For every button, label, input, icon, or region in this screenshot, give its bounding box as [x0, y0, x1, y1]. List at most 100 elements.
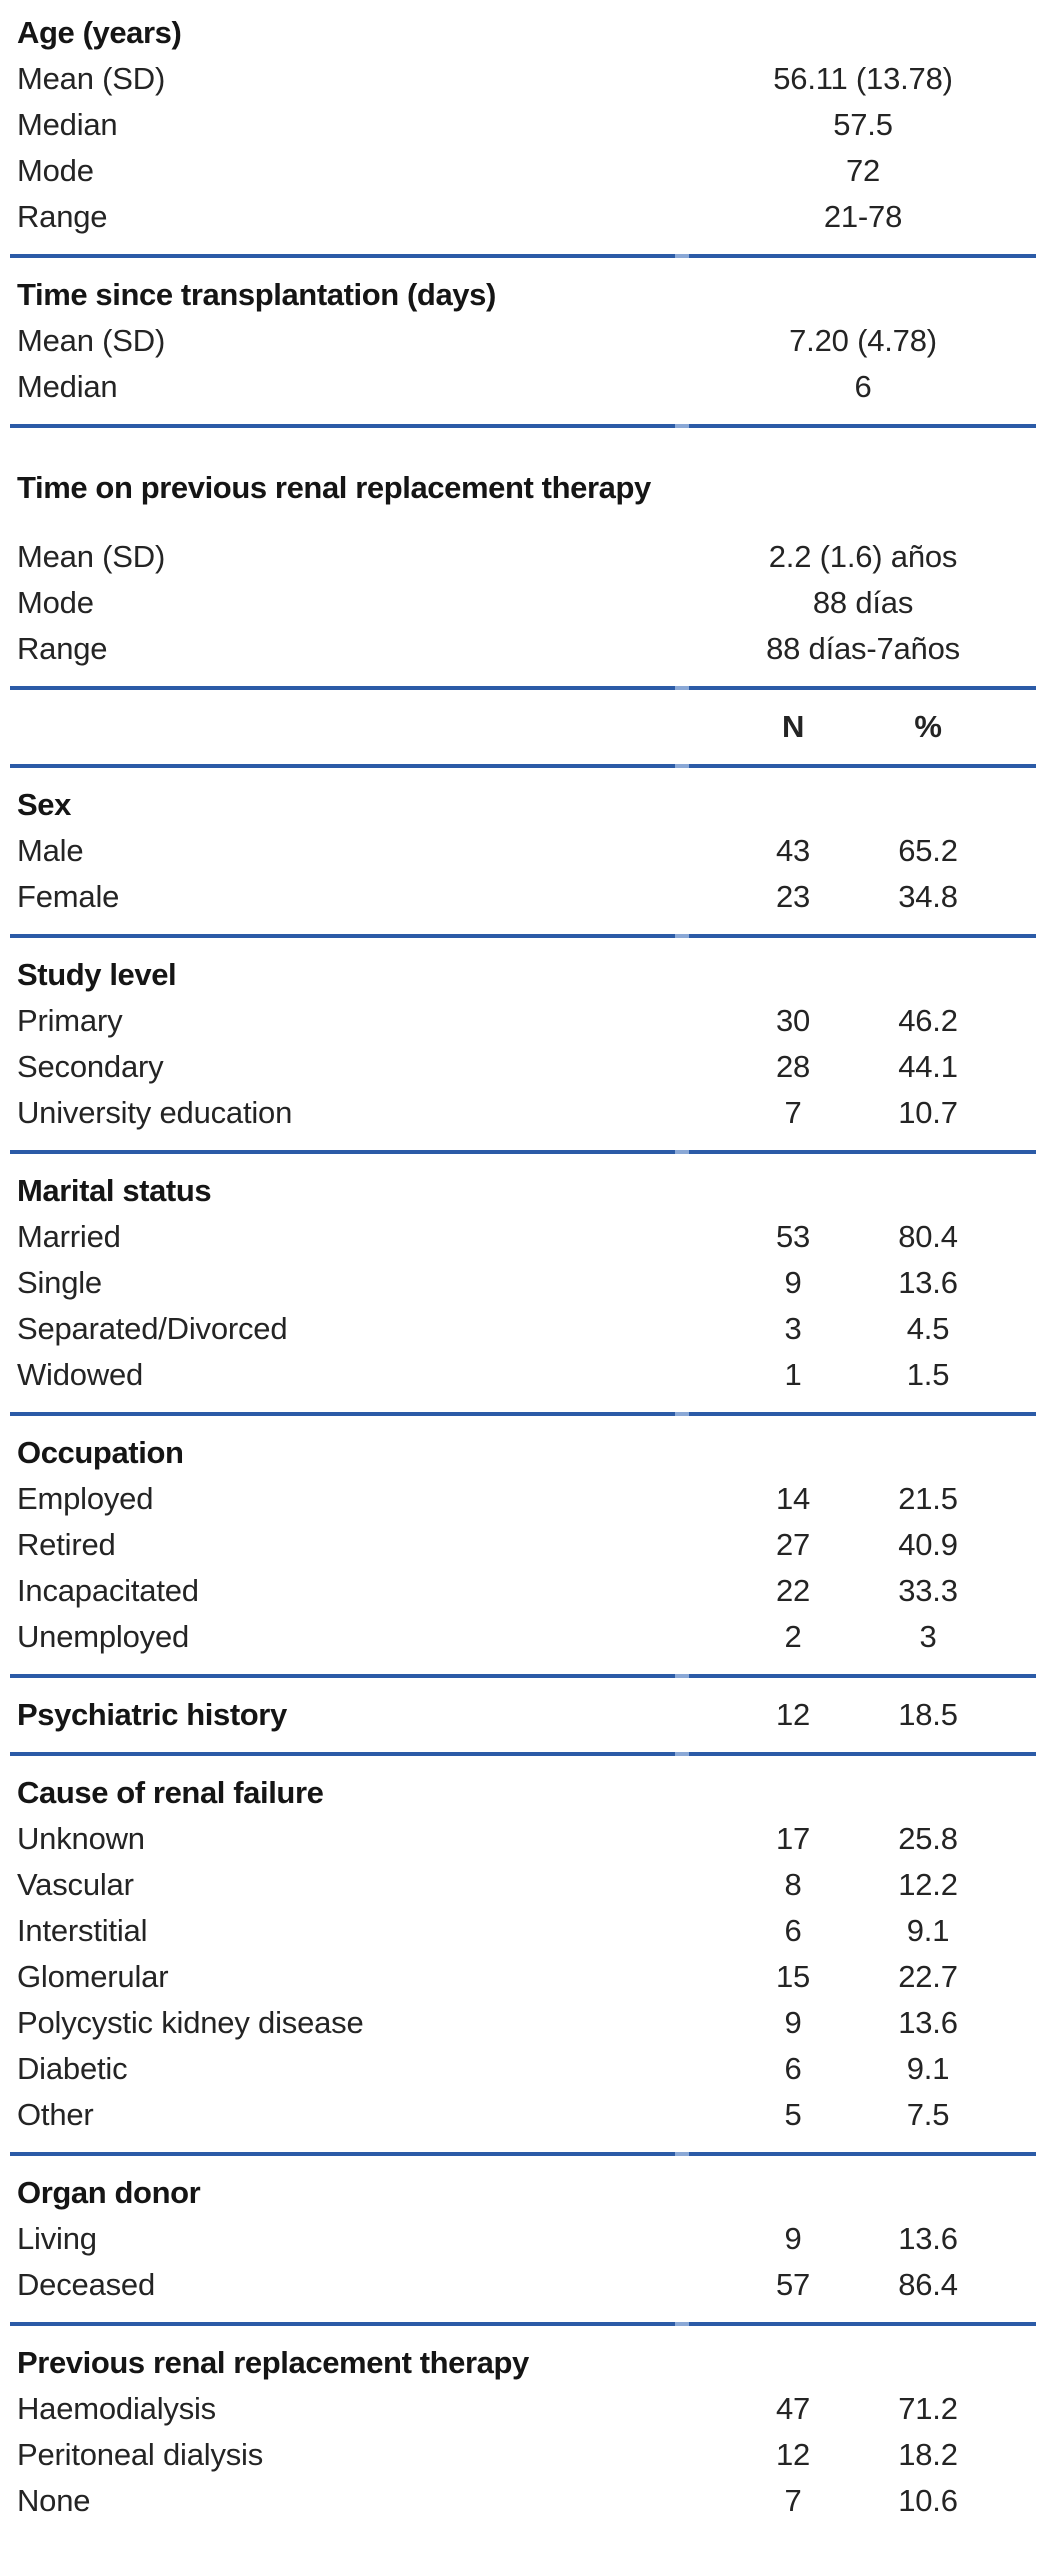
section-title-row: Time on previous renal replacement thera… [0, 442, 1048, 534]
row-label: Polycystic kidney disease [17, 2005, 364, 2040]
row-value: 6 [854, 369, 872, 404]
row-percent: 13.6 [898, 2005, 958, 2040]
table-row: Vascular 8 12.2 [0, 1862, 1048, 1908]
row-n: 14 [775, 1481, 811, 1516]
row-percent: 65.2 [898, 833, 958, 868]
table-row: Unknown 17 25.8 [0, 1816, 1048, 1862]
row-label: Retired [17, 1527, 116, 1562]
row-n: 57 [775, 2267, 811, 2302]
section-title-study-level: Study level [17, 957, 177, 992]
row-percent: 86.4 [898, 2267, 958, 2302]
table-row: Mean (SD) 7.20 (4.78) [0, 318, 1048, 364]
row-label: Vascular [17, 1867, 134, 1902]
table-row: Mean (SD) 2.2 (1.6) años [0, 534, 1048, 580]
row-label: Deceased [17, 2267, 155, 2302]
table-row: Range 21-78 [0, 194, 1048, 240]
row-percent: 13.6 [898, 1265, 958, 1300]
section-title-row: Age (years) [0, 10, 1048, 56]
row-n: 43 [775, 833, 811, 868]
table-row: Widowed 1 1.5 [0, 1352, 1048, 1398]
row-percent: 3 [919, 1619, 937, 1654]
section-title-row: Organ donor [0, 2170, 1048, 2216]
row-n: 17 [775, 1821, 811, 1856]
row-label: Unknown [17, 1821, 145, 1856]
row-label: Mean (SD) [17, 539, 166, 574]
table-row: Married 53 80.4 [0, 1214, 1048, 1260]
section-divider [10, 934, 1036, 938]
row-value: 72 [845, 153, 881, 188]
section-title-row: Time since transplantation (days) [0, 272, 1048, 318]
table-row: Employed 14 21.5 [0, 1476, 1048, 1522]
row-value: 88 días [812, 585, 914, 620]
row-value: 56.11 (13.78) [773, 61, 953, 96]
row-percent: 9.1 [906, 2051, 950, 2086]
table-row: Mode 72 [0, 148, 1048, 194]
row-percent: 18.5 [898, 1697, 958, 1732]
row-label: Mean (SD) [17, 323, 166, 358]
row-percent: 4.5 [906, 1311, 950, 1346]
row-n: 5 [784, 2097, 802, 2132]
section-divider [10, 686, 1036, 690]
table-row: Deceased 57 86.4 [0, 2262, 1048, 2308]
table-row: Separated/Divorced 3 4.5 [0, 1306, 1048, 1352]
row-label: Range [17, 631, 108, 666]
column-header-percent: % [914, 709, 942, 744]
row-label: Living [17, 2221, 97, 2256]
row-percent: 33.3 [898, 1573, 958, 1608]
section-title-marital-status: Marital status [17, 1173, 212, 1208]
row-n: 6 [784, 2051, 802, 2086]
table-row: Psychiatric history 12 18.5 [0, 1692, 1048, 1738]
row-n: 7 [784, 2483, 802, 2518]
row-n: 23 [775, 879, 811, 914]
table-row: Haemodialysis 47 71.2 [0, 2386, 1048, 2432]
row-label: Other [17, 2097, 94, 2132]
row-label: Primary [17, 1003, 123, 1038]
section-title-age: Age (years) [17, 15, 182, 50]
table-row: Peritoneal dialysis 12 18.2 [0, 2432, 1048, 2478]
section-title-occupation: Occupation [17, 1435, 184, 1470]
row-n: 7 [784, 1095, 802, 1130]
row-label: Mode [17, 585, 94, 620]
table-row: Female 23 34.8 [0, 874, 1048, 920]
section-divider [10, 1150, 1036, 1154]
row-n: 1 [784, 1357, 802, 1392]
row-percent: 1.5 [906, 1357, 950, 1392]
row-label: Haemodialysis [17, 2391, 216, 2426]
section-title-row: Study level [0, 952, 1048, 998]
row-n: 47 [775, 2391, 811, 2426]
row-percent: 12.2 [898, 1867, 958, 1902]
row-label: Employed [17, 1481, 154, 1516]
row-n: 12 [775, 1697, 811, 1732]
table-row: Male 43 65.2 [0, 828, 1048, 874]
section-title-row: Marital status [0, 1168, 1048, 1214]
section-title-row: Cause of renal failure [0, 1770, 1048, 1816]
row-label: Interstitial [17, 1913, 148, 1948]
section-title-row: Sex [0, 782, 1048, 828]
section-divider [10, 1412, 1036, 1416]
table-row: Primary 30 46.2 [0, 998, 1048, 1044]
row-label: Incapacitated [17, 1573, 199, 1608]
row-label: Separated/Divorced [17, 1311, 288, 1346]
section-divider [10, 1752, 1036, 1756]
row-percent: 18.2 [898, 2437, 958, 2472]
section-title-organ-donor: Organ donor [17, 2175, 201, 2210]
row-percent: 71.2 [898, 2391, 958, 2426]
section-title-row: Occupation [0, 1430, 1048, 1476]
row-label: University education [17, 1095, 293, 1130]
row-label: Male [17, 833, 84, 868]
row-label: Peritoneal dialysis [17, 2437, 264, 2472]
row-label: Widowed [17, 1357, 144, 1392]
row-n: 9 [784, 1265, 802, 1300]
row-label: Married [17, 1219, 121, 1254]
row-value: 7.20 (4.78) [789, 323, 937, 358]
row-n: 53 [775, 1219, 811, 1254]
column-header-row: N % [0, 704, 1048, 750]
table-row: Incapacitated 22 33.3 [0, 1568, 1048, 1614]
table-row: Diabetic 6 9.1 [0, 2046, 1048, 2092]
row-value: 88 días-7años [766, 631, 960, 666]
table-row: None 7 10.6 [0, 2478, 1048, 2524]
table-row: Retired 27 40.9 [0, 1522, 1048, 1568]
row-label: Median [17, 107, 118, 142]
row-n: 9 [784, 2221, 802, 2256]
row-percent: 80.4 [898, 1219, 958, 1254]
